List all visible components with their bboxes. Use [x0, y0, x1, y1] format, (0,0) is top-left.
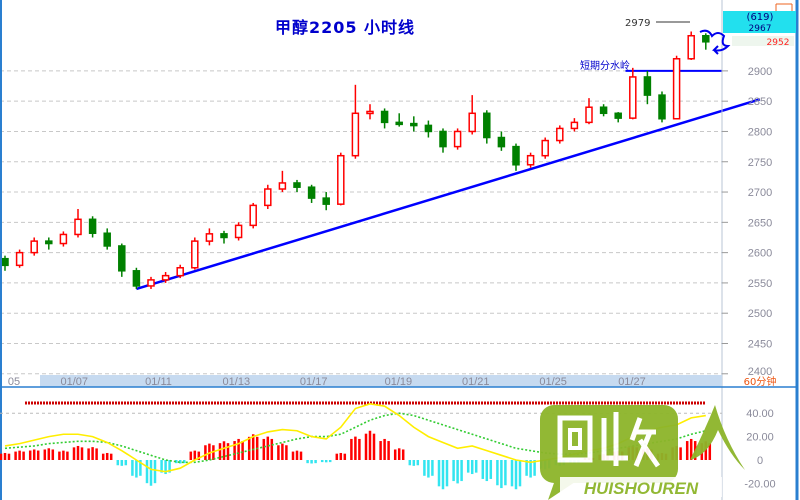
candle-body: [468, 112, 476, 133]
candle-body: [570, 121, 579, 130]
candle-body: [88, 218, 97, 234]
y-tick-label: 2500: [748, 308, 772, 320]
candle-body: [614, 112, 622, 119]
candle-body: [234, 224, 243, 239]
candle-body: [59, 233, 68, 245]
candle-body: [585, 106, 593, 124]
y-tick-label: 2400: [748, 366, 772, 378]
x-tick-label: 01/21: [462, 376, 490, 388]
candle-body: [176, 267, 184, 277]
candle-body: [497, 136, 506, 148]
macd-tick-label: 0: [757, 455, 763, 467]
candle-body: [118, 245, 126, 272]
support-label: 短期分水岭: [580, 59, 630, 72]
y-tick-label: 2550: [748, 278, 772, 290]
corner-marker: [775, 3, 793, 12]
x-tick-label: 01/27: [618, 376, 646, 388]
trend-lines: [136, 69, 761, 291]
arrow-icon: [699, 29, 731, 55]
candle-body: [132, 270, 141, 287]
candle-body: [103, 232, 111, 247]
y-tick-label: 2650: [748, 217, 772, 229]
candle-body: [526, 154, 535, 166]
last-price: 2952: [767, 38, 790, 48]
candle-body: [1, 257, 9, 267]
x-tick-label: 05: [8, 376, 20, 388]
trendline: [136, 98, 761, 291]
contract-code: (619): [747, 12, 774, 23]
candle-body: [220, 233, 228, 239]
y-tick-label: 2700: [748, 187, 772, 199]
candle-body: [687, 34, 695, 60]
y-tick-label: 2850: [748, 96, 772, 108]
candle-body: [249, 204, 257, 227]
candle-body: [366, 110, 374, 115]
candle-body: [191, 240, 199, 269]
time-axis: 05 01/07 01/11 01/13 01/17 01/19 01/21 01/25 01/…: [8, 376, 646, 388]
candle-body: [541, 139, 549, 157]
watermark-text: HUISHOUREN: [584, 479, 699, 498]
macd-tick-label: 20.00: [746, 432, 774, 444]
x-tick-label: 01/13: [223, 376, 251, 388]
x-tick-label: 01/07: [60, 376, 88, 388]
candle-body: [483, 112, 491, 139]
macd-axis: 40.00 20.00 0 -20.00: [744, 408, 775, 490]
candle-body: [322, 197, 330, 205]
candle-body: [512, 145, 520, 166]
candle-body: [629, 76, 637, 119]
candle-body: [643, 76, 652, 96]
x-tick-label: 01/25: [539, 376, 567, 388]
macd-tick-label: 40.00: [746, 408, 774, 420]
grid-lines: [0, 70, 722, 375]
candle-body: [74, 218, 82, 236]
y-tick-label: 2750: [748, 157, 772, 169]
candle-body: [351, 112, 360, 157]
candle-body: [672, 58, 681, 120]
candle-body: [15, 251, 24, 267]
candle-body: [702, 34, 710, 43]
candle-body: [264, 188, 272, 207]
candle-body: [380, 110, 389, 124]
x-tick-label: 01/19: [385, 376, 413, 388]
candle-body: [45, 240, 53, 245]
last-price-box: [732, 36, 794, 46]
candle-body: [307, 186, 316, 199]
candle-body: [556, 127, 564, 142]
y-tick-label: 2450: [748, 338, 772, 350]
period-label[interactable]: 60分钟: [744, 375, 777, 388]
candle-body: [161, 274, 170, 281]
y-tick-label: 2600: [748, 248, 772, 260]
candlesticks: [1, 31, 710, 289]
contract-box: [723, 11, 796, 33]
x-axis-strip: [40, 375, 722, 387]
candle-body: [424, 124, 433, 133]
candle-body: [439, 130, 447, 148]
macd-tick-label: -20.00: [744, 478, 775, 490]
candle-body: [395, 121, 403, 126]
y-tick-label: 2900: [748, 66, 772, 78]
candle-body: [293, 182, 301, 188]
y-tick-label: 2800: [748, 126, 772, 138]
candle-body: [599, 106, 608, 115]
candle-body: [658, 94, 666, 120]
watermark-logo: HUISHOUREN: [540, 405, 745, 500]
candle-body: [30, 240, 38, 254]
candle-body: [147, 279, 155, 287]
high-annotation: 2979: [625, 18, 650, 29]
candle-body: [205, 233, 214, 242]
price-axis: 2400 2450 2500 2550 2600 2650 2700 2750 2800 2850…: [722, 66, 772, 378]
current-price: 2967: [749, 24, 772, 34]
x-tick-label: 01/11: [145, 376, 172, 388]
x-tick-label: 01/17: [300, 376, 328, 388]
candle-body: [278, 182, 287, 190]
candle-body: [410, 122, 418, 127]
chart-title: 甲醇2205 小时线: [275, 18, 415, 37]
candle-body: [337, 154, 345, 205]
candle-body: [453, 130, 462, 148]
